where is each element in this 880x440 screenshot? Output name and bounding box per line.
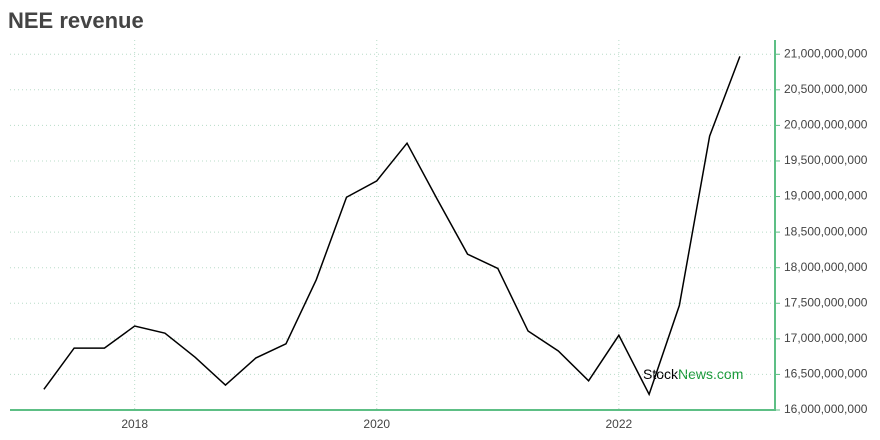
chart-title: NEE revenue [8, 8, 144, 33]
revenue-line [43, 56, 741, 397]
watermark-news: News.com [678, 366, 743, 382]
y-tick-label: 21,000,000,000 [784, 46, 868, 60]
y-tick-label: 18,500,000,000 [784, 224, 868, 238]
y-tick-label: 16,000,000,000 [784, 402, 868, 416]
y-tick-label: 17,000,000,000 [784, 331, 868, 345]
y-tick-label: 20,000,000,000 [784, 118, 868, 132]
x-tick-label: 2018 [121, 417, 148, 431]
y-tick-label: 17,500,000,000 [784, 295, 868, 309]
y-tick-label: 19,500,000,000 [784, 153, 868, 167]
y-tick-label: 18,000,000,000 [784, 260, 868, 274]
watermark-stock: Stock [643, 366, 679, 382]
y-tick-label: 19,000,000,000 [784, 189, 868, 203]
x-tick-label: 2022 [606, 417, 633, 431]
y-tick-label: 16,500,000,000 [784, 367, 868, 381]
x-tick-label: 2020 [363, 417, 390, 431]
y-tick-label: 20,500,000,000 [784, 82, 868, 96]
watermark: StockNews.com [643, 366, 743, 382]
